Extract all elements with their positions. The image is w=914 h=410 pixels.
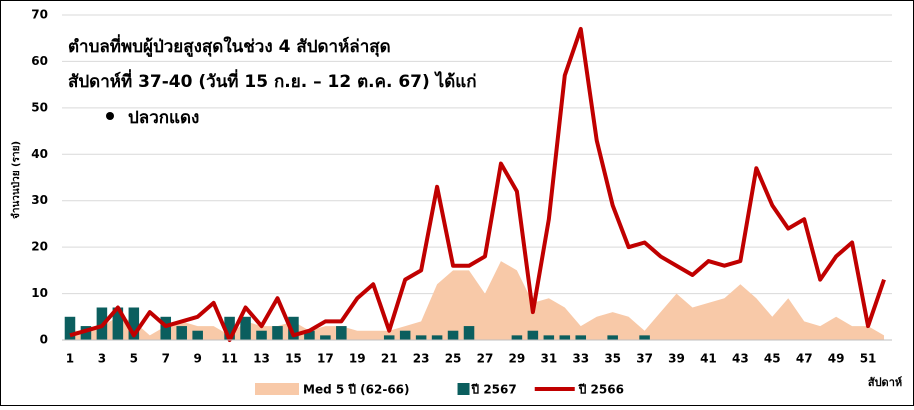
- x-tick-label: 39: [668, 352, 685, 366]
- line: [69, 26, 886, 342]
- bar: [639, 335, 650, 340]
- x-tick-label: 35: [604, 352, 621, 366]
- bar: [80, 326, 92, 340]
- x-tick-label: 51: [860, 352, 877, 366]
- bar: [272, 326, 283, 340]
- bar: [399, 330, 411, 340]
- y-tick-label: 20: [31, 240, 48, 254]
- x-tick-label: 45: [764, 352, 781, 366]
- bar: [160, 316, 172, 340]
- x-tick-label: 31: [540, 352, 557, 366]
- bar: [447, 330, 459, 340]
- x-tick-label: 11: [221, 352, 238, 366]
- bar: [336, 326, 347, 340]
- x-tick-label: 29: [509, 352, 526, 366]
- y-tick-label: 10: [31, 286, 48, 300]
- x-axis-label: สัปดาห์: [868, 376, 902, 389]
- y-tick-label: 0: [40, 333, 48, 347]
- y-tick-label: 30: [31, 193, 48, 207]
- bar: [431, 335, 443, 340]
- bar: [527, 330, 539, 340]
- bar: [224, 316, 235, 340]
- bar: [511, 335, 523, 340]
- x-tick-label: 27: [477, 352, 494, 366]
- bar: [383, 335, 395, 340]
- x-tick-label: 49: [828, 352, 845, 366]
- legend-swatch: [457, 383, 470, 395]
- legend-label: ปี 2566: [578, 383, 624, 397]
- x-tick-label: 47: [796, 352, 813, 366]
- bar: [575, 335, 587, 340]
- bar: [64, 316, 76, 340]
- bar: [288, 316, 299, 340]
- x-tick-label: 43: [732, 352, 749, 366]
- bar: [304, 330, 315, 340]
- x-tick-label: 13: [253, 352, 270, 366]
- annotation: ตำบลที่พบผู้ป่วยสูงสุดในช่วง 4 สัปดาห์ล่…: [68, 34, 391, 58]
- y-tick-label: 60: [31, 54, 48, 68]
- bar: [240, 316, 251, 340]
- area: [69, 261, 885, 340]
- bar: [192, 330, 203, 340]
- x-tick-label: 37: [636, 352, 653, 366]
- x-tick-label: 33: [572, 352, 589, 366]
- bar: [607, 335, 618, 340]
- annotation: ปลวกแดง: [128, 108, 199, 128]
- y-tick-label: 40: [31, 147, 48, 161]
- bar: [543, 335, 555, 340]
- x-tick-label: 23: [413, 352, 430, 366]
- bullet: [106, 112, 114, 120]
- x-tick-label: 17: [317, 352, 334, 366]
- legend-label: ปี 2567: [471, 383, 517, 397]
- x-tick-label: 5: [130, 352, 138, 366]
- x-tick-label: 7: [162, 352, 170, 366]
- y-tick-label: 50: [31, 100, 48, 114]
- x-tick-label: 1: [66, 352, 74, 366]
- x-tick-label: 25: [445, 352, 462, 366]
- y-axis-label: จำนวนป่วย (ราย): [10, 141, 22, 219]
- x-tick-label: 3: [98, 352, 106, 366]
- bar: [463, 326, 475, 340]
- bar: [559, 335, 571, 340]
- x-tick-label: 21: [381, 352, 398, 366]
- y-tick-label: 70: [31, 8, 48, 22]
- x-tick-label: 41: [700, 352, 717, 366]
- bar: [256, 330, 267, 340]
- bar: [112, 307, 124, 340]
- annotation: สัปดาห์ที่ 37-40 (วันที่ 15 ก.ย. – 12 ต.…: [68, 69, 477, 92]
- legend-label: Med 5 ปี (62-66): [303, 383, 410, 397]
- bar: [415, 335, 427, 340]
- bar: [128, 307, 140, 340]
- bar: [176, 326, 187, 340]
- bar: [320, 335, 331, 340]
- x-tick-label: 9: [193, 352, 201, 366]
- legend-swatch: [255, 383, 299, 395]
- x-tick-label: 15: [285, 352, 302, 366]
- x-tick-label: 19: [349, 352, 366, 366]
